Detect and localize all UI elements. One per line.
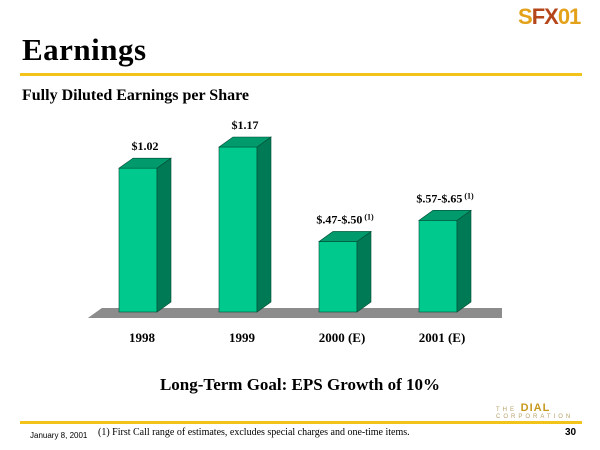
bar-side-1999 [256,136,272,313]
bar-side-2001 (E) [456,209,472,313]
x-tick-label-1999: 1999 [229,330,256,345]
logo-part-01: 01 [557,4,582,29]
data-label-1998: $1.02 [132,139,159,153]
page-number: 30 [565,427,577,438]
bar-1999 [218,146,258,313]
long-term-goal: Long-Term Goal: EPS Growth of 10% [159,375,441,394]
title-divider [20,73,582,76]
page-title: Earnings [22,32,147,67]
chart-floor-top [88,308,502,318]
bar-top-2000 (E) [318,231,372,242]
logo-part-fx: FX [531,4,559,29]
chart-subtitle: Fully Diluted Earnings per Share [22,87,249,104]
brand-suffix: CORPORATION [496,414,574,420]
data-label-note-2001 (E): (1) [464,191,474,200]
bar-top-1999 [218,136,272,148]
data-label-1999: $1.17 [232,118,259,132]
data-label-2001 (E): $.57-$.65 (1) [416,191,474,205]
footer-divider [20,421,582,424]
brand-prefix: THE [496,407,517,413]
dial-corporation-logo: THE DIAL CORPORATION [496,402,600,420]
brand-name: DIAL [520,402,551,414]
eps-bar-chart: $1.02 1998 $1.17 1999 $.47-$.50 (1) 2000 (E) $.… [88,118,502,345]
bar-top-1998 [118,157,172,169]
x-tick-label-2001 (E): 2001 (E) [419,330,466,345]
logo-part-s: S [518,4,533,29]
footer-date: January 8, 2001 [30,431,88,440]
sfx01-logo: SFX01 [518,4,582,30]
data-label-note-2000 (E): (1) [364,212,374,221]
x-tick-label-2000 (E): 2000 (E) [319,330,366,345]
bar-2001 (E) [418,220,458,313]
bar-top-2001 (E) [418,210,472,221]
bar-side-1998 [156,157,172,313]
x-tick-label-1998: 1998 [129,330,156,345]
footnote: (1) First Call range of estimates, exclu… [98,427,410,438]
bar-1998 [118,167,158,313]
bar-side-2000 (E) [356,230,372,313]
bar-2000 (E) [318,241,358,313]
data-label-2000 (E): $.47-$.50 (1) [316,212,374,226]
